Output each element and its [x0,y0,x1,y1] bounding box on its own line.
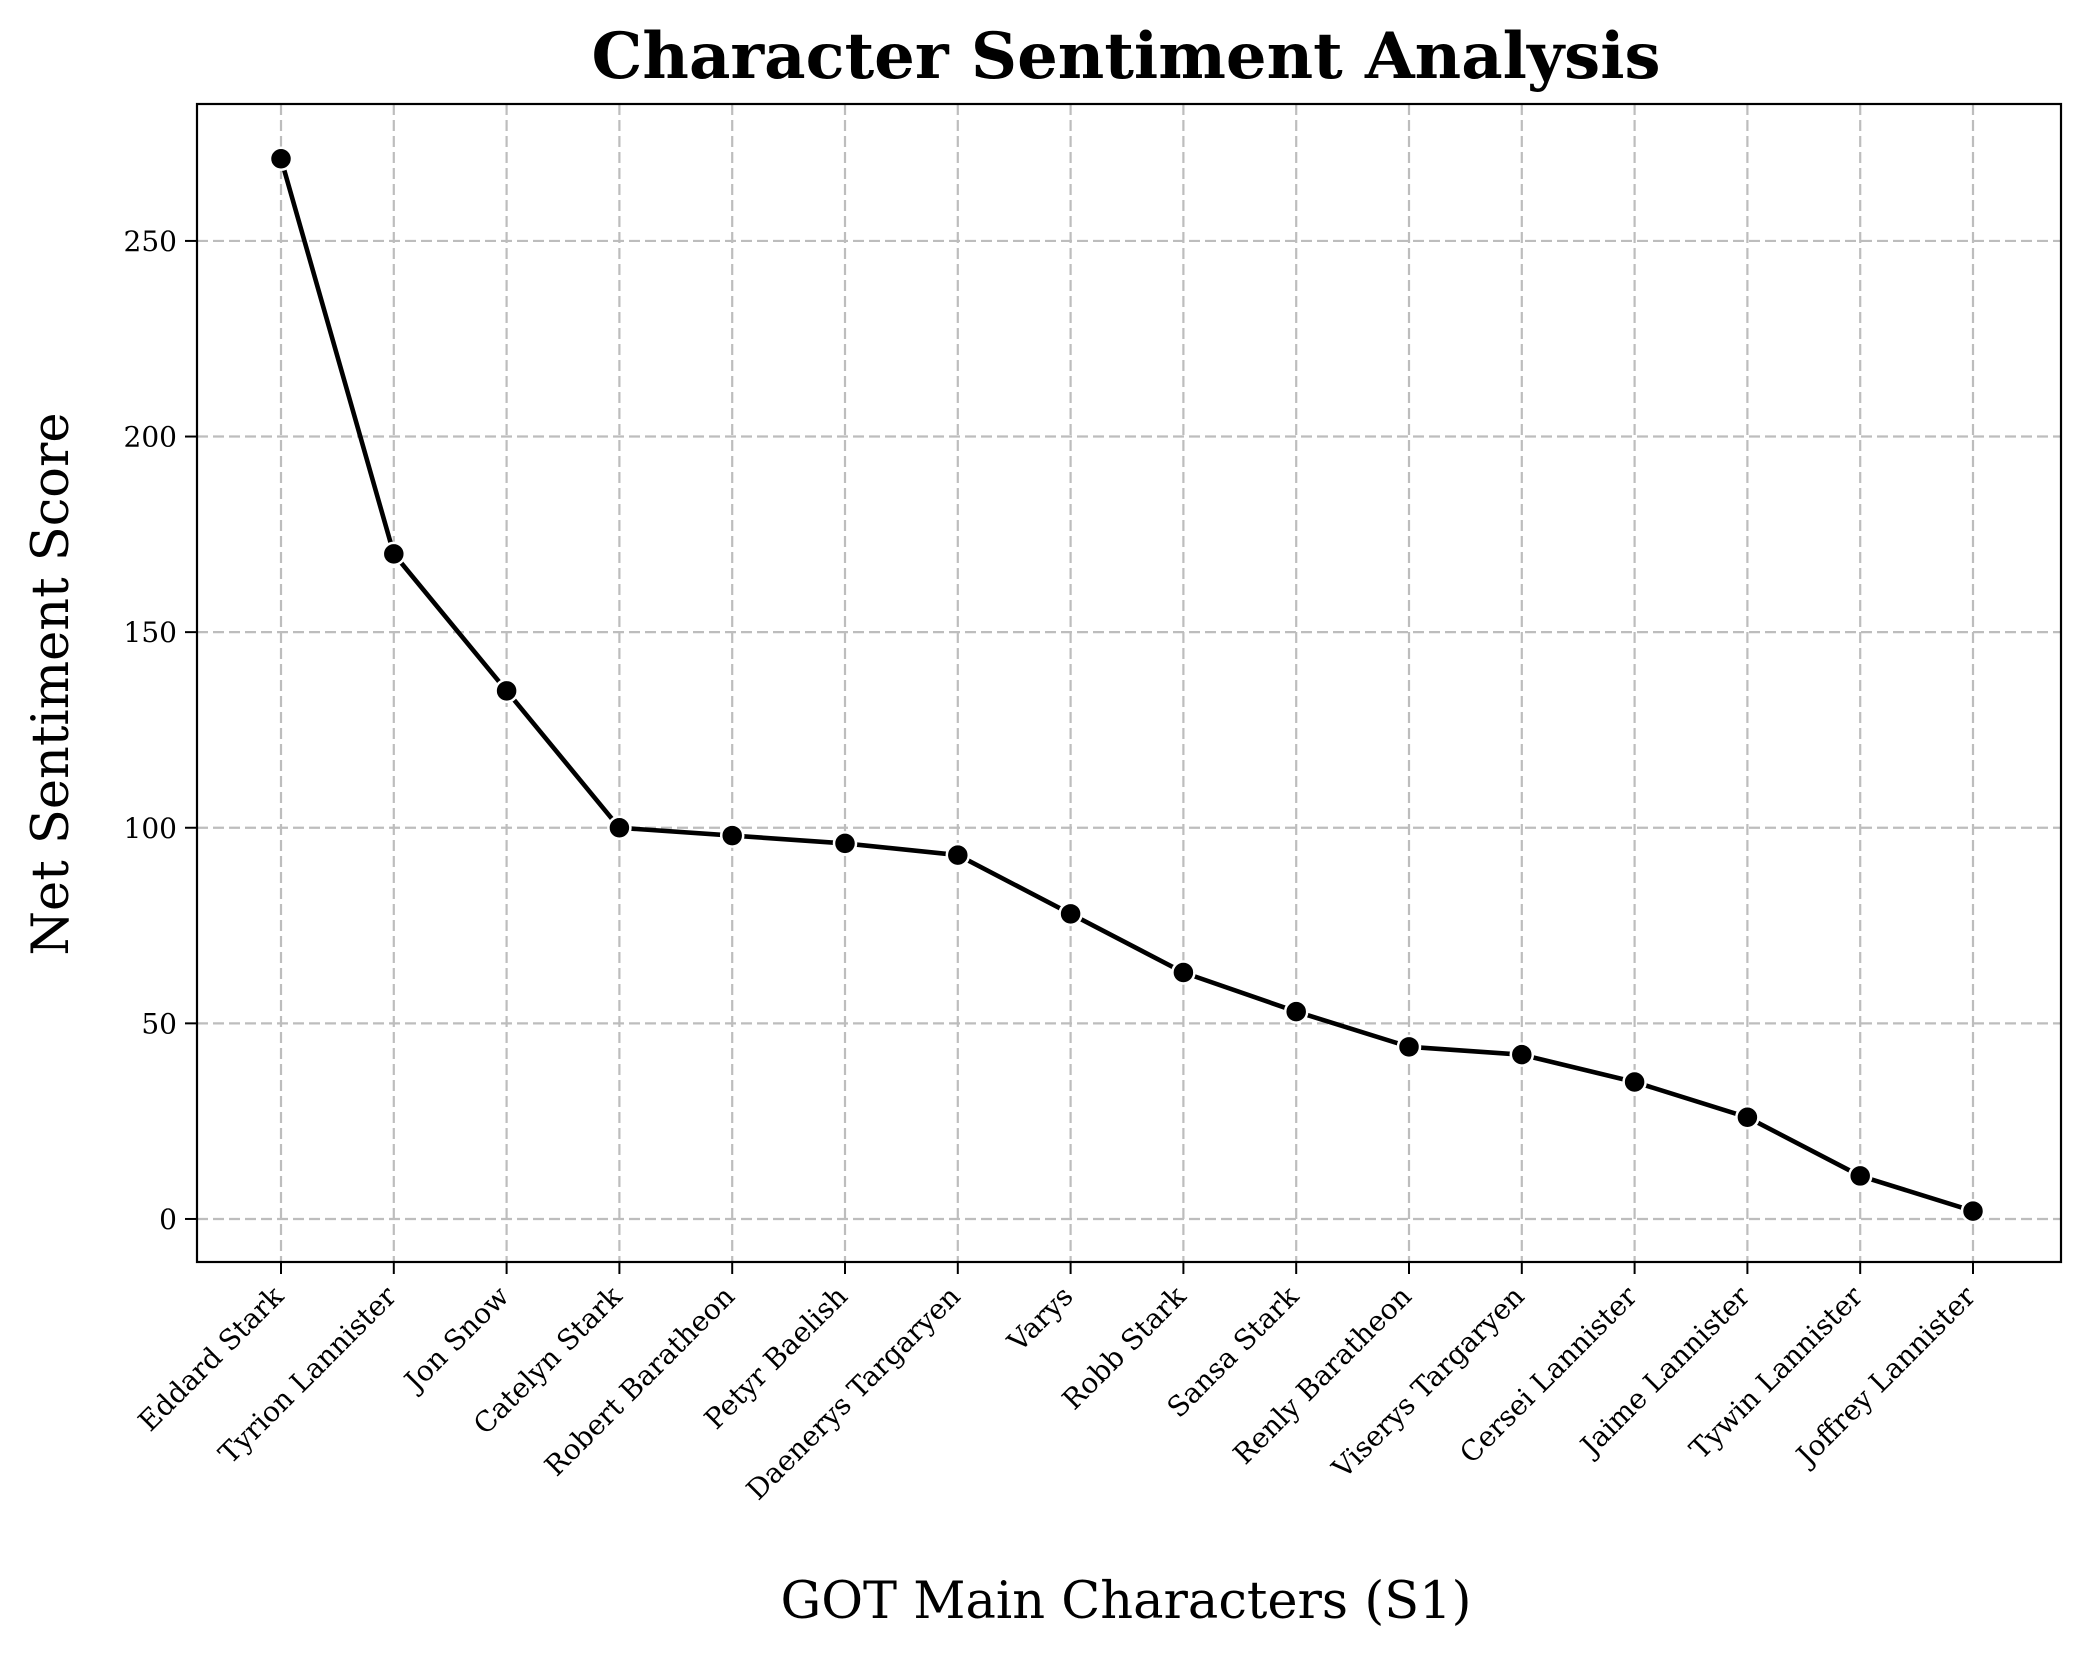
x-axis-label: GOT Main Characters (S1) [780,1572,1471,1631]
data-point [381,541,407,567]
y-axis-label: Net Sentiment Score [22,412,81,955]
data-point [945,842,971,868]
x-tick-label: Viserys Targaryen [1325,1280,1531,1486]
data-point [1847,1163,1873,1189]
data-point [1058,901,1083,927]
chart-title: Character Sentiment Analysis [591,19,1660,94]
data-point [607,815,632,840]
y-tick-label: 0 [159,1203,177,1236]
data-point [1509,1042,1535,1067]
y-tick-label: 200 [124,421,177,454]
data-point [1283,999,1309,1024]
x-tick-label: Daenerys Targaryen [740,1280,967,1507]
data-points [268,146,1986,1224]
x-tick-label: Varys [1000,1280,1079,1359]
data-point [832,831,858,856]
data-point [268,146,294,172]
y-tick-label: 250 [124,225,177,258]
x-tick-label: Jon Snow [396,1280,516,1400]
data-point [1171,960,1196,985]
data-point [719,823,745,848]
x-tick-label: Robert Baratheon [538,1280,741,1483]
y-tick-label: 150 [124,616,177,649]
grid-layer [197,104,2061,1262]
data-point [1960,1198,1986,1224]
y-tick-label: 100 [124,812,177,845]
data-point [1735,1105,1760,1130]
data-point [494,678,519,704]
data-point [1396,1034,1422,1060]
data-point [1622,1069,1647,1095]
series-line [278,156,1976,1214]
y-tick-label: 50 [141,1007,177,1040]
plot-area [195,102,2063,1264]
